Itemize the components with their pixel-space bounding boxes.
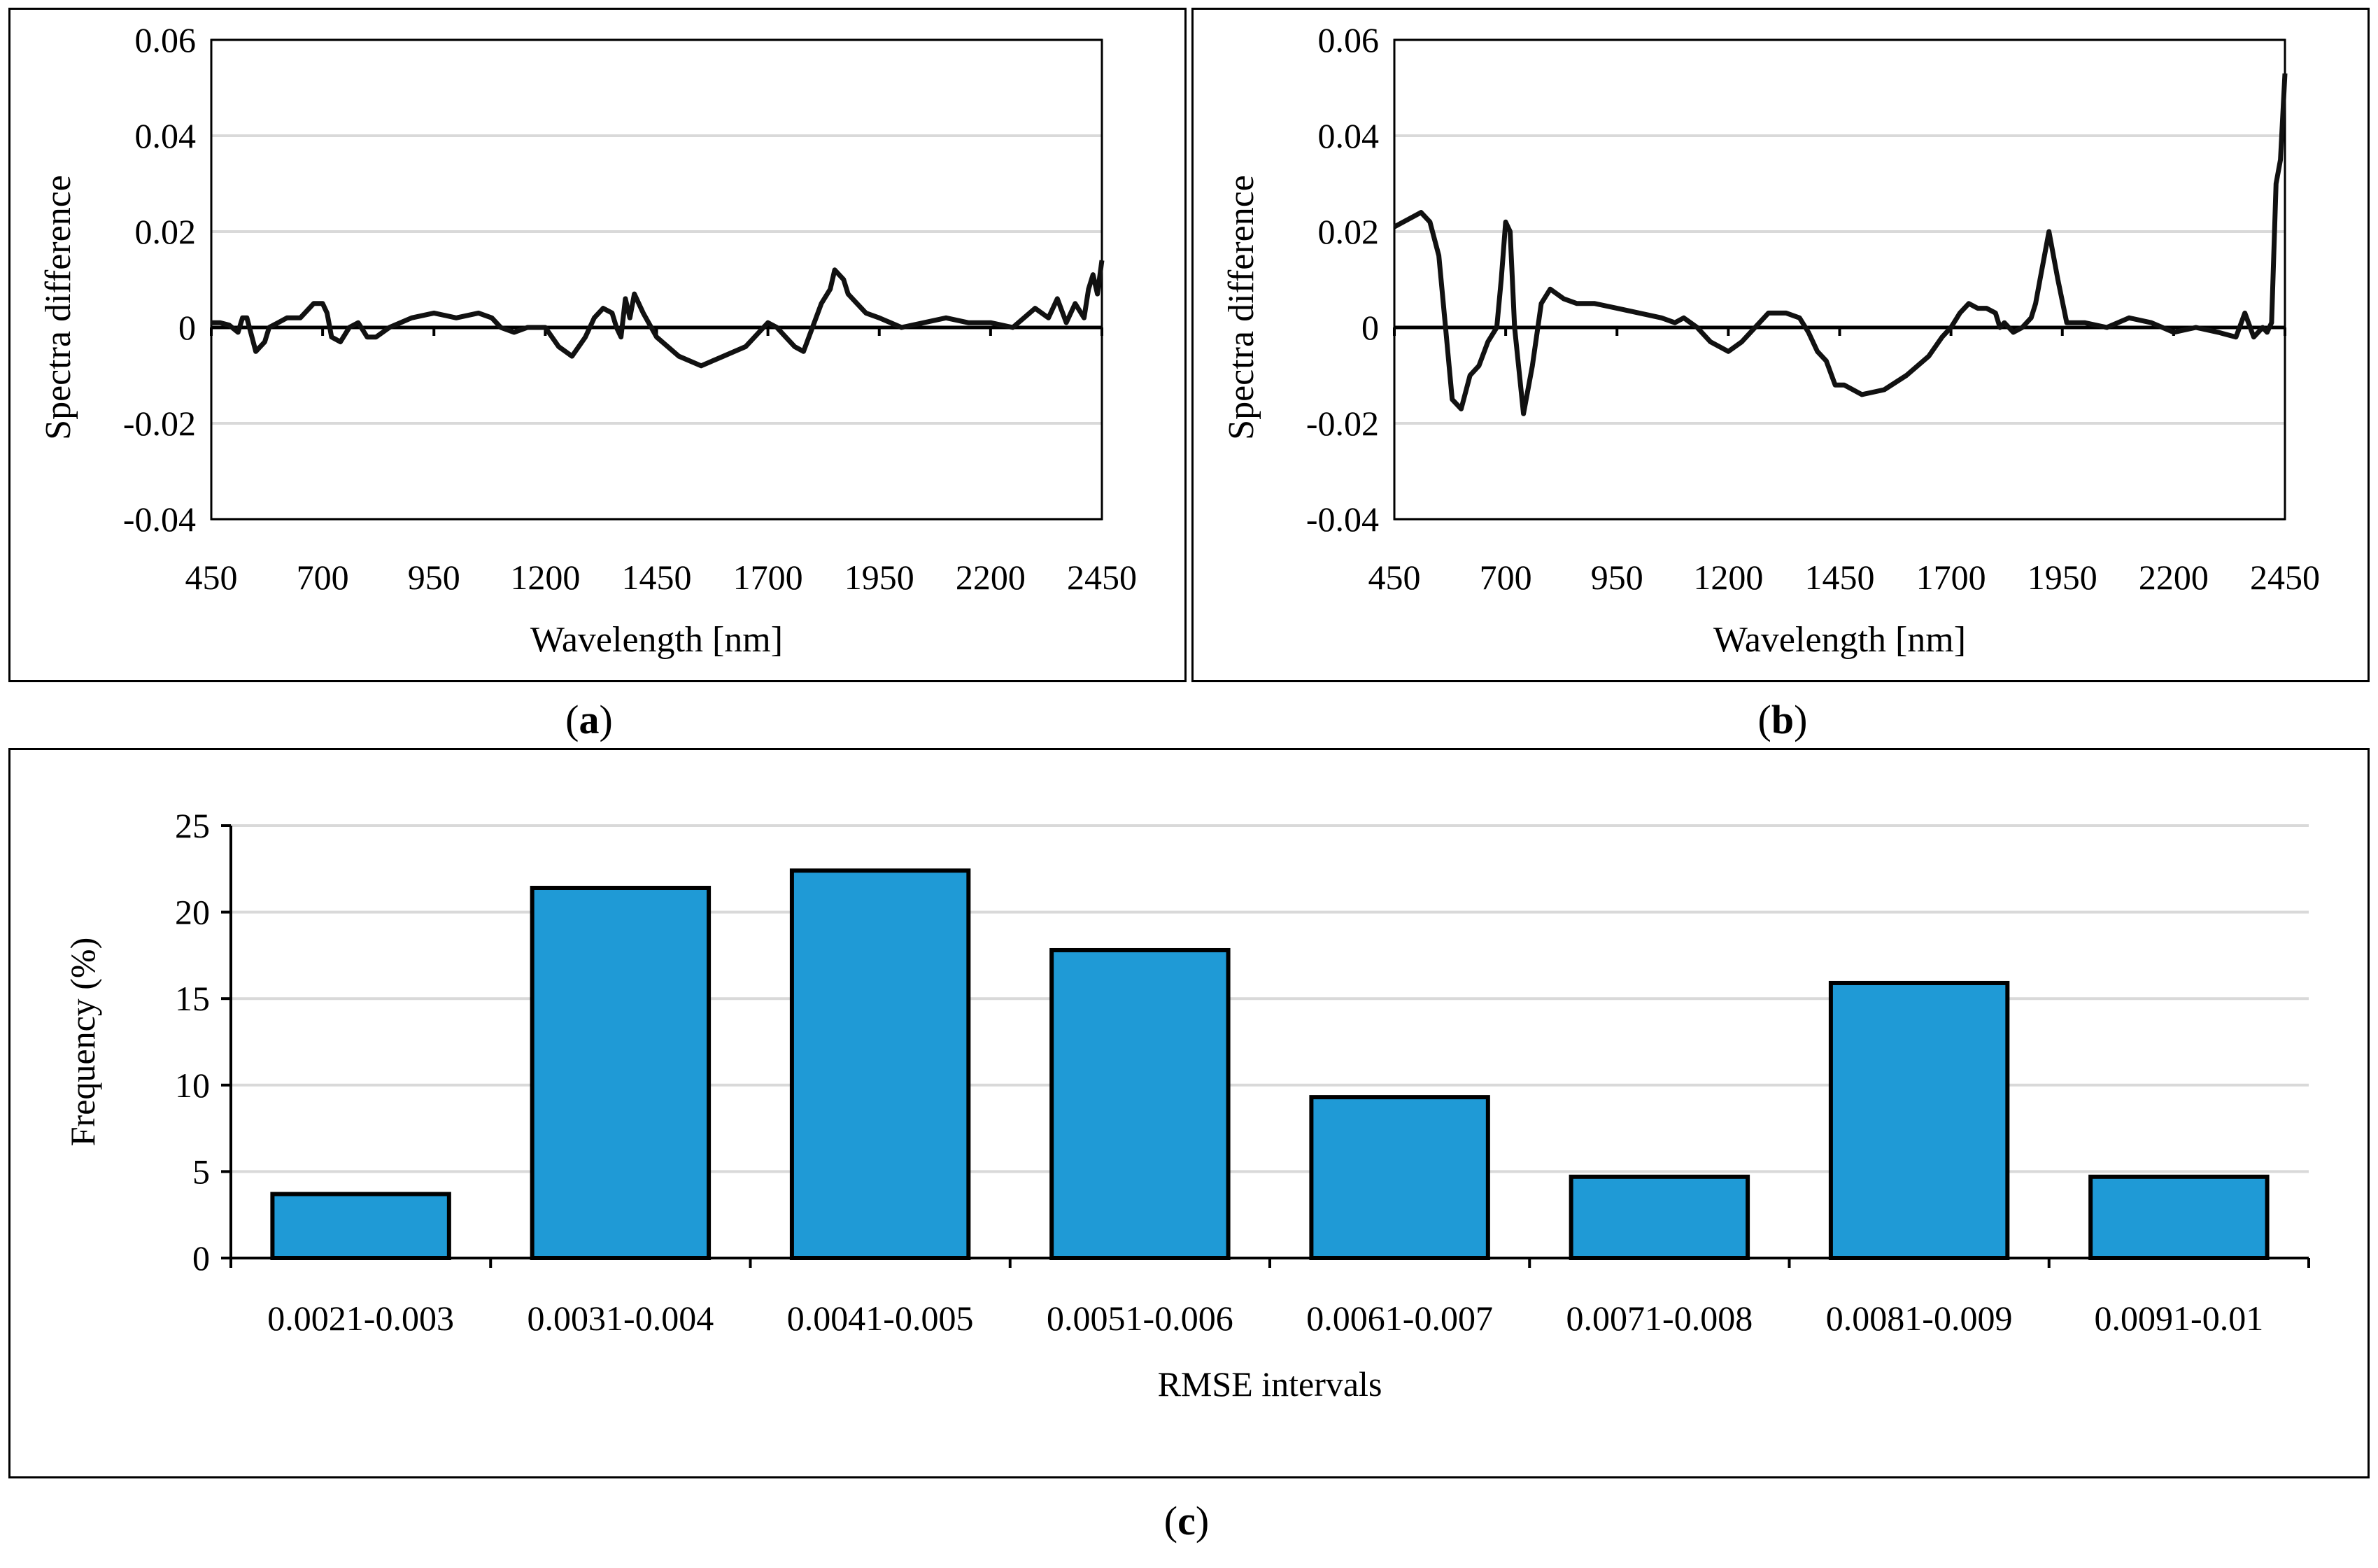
x-tick-label: 0.0061-0.007 [1306,1299,1493,1338]
x-tick-label: 0.0051-0.006 [1047,1299,1233,1338]
bar [1309,1095,1490,1260]
y-tick-label: 0 [178,308,196,347]
y-tick-label: 0 [192,1238,210,1278]
y-tick-label: 0 [1361,308,1379,347]
y-axis-label: Frequency (%) [63,938,102,1147]
bar-chart-c: 0 5 10 15 20 25 0.0021-0.003 0.0031-0.004 0.0041… [63,806,2310,1404]
y-tick-label: 5 [192,1152,210,1191]
x-tick-label: 1700 [1916,558,1986,597]
line-chart-a: -0.04 -0.02 0 0.02 0.04 0.06 450 700 950 1200 1450… [38,20,1137,660]
series-line [211,260,1105,369]
plot-area [1393,38,2286,521]
y-tick-label: 20 [175,893,210,932]
x-tick-label: 700 [1480,558,1532,597]
x-tick-label: 950 [1591,558,1643,597]
bar [1569,1174,1750,1260]
y-tick-label: 15 [175,979,210,1018]
x-tick-label: 450 [1368,558,1421,597]
y-axis-label: Spectra difference [38,175,78,440]
y-tick-label: 0.06 [1318,20,1380,59]
caption-b: (b) [1757,697,1808,742]
x-tick-label: 0.0041-0.005 [787,1299,974,1338]
y-tick-label: -0.02 [1306,404,1379,443]
bar [2088,1174,2270,1260]
x-tick-label: 0.0021-0.003 [267,1299,454,1338]
x-tick-label: 0.0081-0.009 [1826,1299,2013,1338]
x-tick-label: 1450 [622,558,692,597]
y-tick-label: 0.04 [135,116,197,155]
x-tick-label: 1950 [844,558,914,597]
y-tick-label: 0.04 [1318,116,1380,155]
y-tick-label: -0.04 [1306,500,1379,539]
x-tick-label: 0.0031-0.004 [528,1299,714,1338]
x-axis-label: Wavelength [nm] [1713,620,1966,660]
x-tick-label: 0.0091-0.01 [2095,1299,2264,1338]
chart-panel-b: -0.04 -0.02 0 0.02 0.04 0.06 450 700 950 1200 1450… [1191,8,2370,682]
x-tick-label: 700 [297,558,349,597]
x-tick-label: 1700 [733,558,803,597]
y-tick-label: 25 [175,806,210,845]
y-axis-label: Spectra difference [1222,175,1261,440]
x-tick-label: 1450 [1805,558,1875,597]
y-tick-label: -0.02 [123,404,196,443]
x-axis-label: RMSE intervals [1158,1364,1382,1404]
x-tick-label: 2450 [1067,558,1137,597]
x-tick-label: 950 [408,558,460,597]
bar [270,1192,451,1261]
bar [530,885,712,1260]
chart-panel-a: -0.04 -0.02 0 0.02 0.04 0.06 450 700 950 1200 1450… [8,8,1187,682]
x-tick-label: 1950 [2027,558,2097,597]
x-tick-label: 450 [185,558,238,597]
x-tick-label: 1200 [1693,558,1763,597]
x-tick-label: 2200 [2139,558,2209,597]
caption-c: (c) [1163,1498,1210,1544]
x-tick-label: 2450 [2250,558,2320,597]
y-tick-label: -0.04 [123,500,196,539]
y-tick-label: 0.02 [1318,212,1380,251]
x-tick-label: 2200 [956,558,1026,597]
bar [1049,947,1231,1260]
caption-a: (a) [565,697,613,742]
series-line [1393,73,2288,416]
line-chart-b: -0.04 -0.02 0 0.02 0.04 0.06 450 700 950 1200 1450… [1222,20,2320,660]
x-tick-label: 0.0071-0.008 [1566,1299,1753,1338]
bar [789,868,971,1261]
x-axis-label: Wavelength [nm] [530,620,783,660]
bar [1828,980,2010,1260]
y-tick-label: 10 [175,1066,210,1105]
chart-panel-c: 0 5 10 15 20 25 0.0021-0.003 0.0031-0.004 0.0041… [8,748,2370,1478]
plot-area [210,38,1103,521]
x-tick-label: 1200 [510,558,580,597]
y-tick-label: 0.06 [135,20,197,59]
y-tick-label: 0.02 [135,212,197,251]
